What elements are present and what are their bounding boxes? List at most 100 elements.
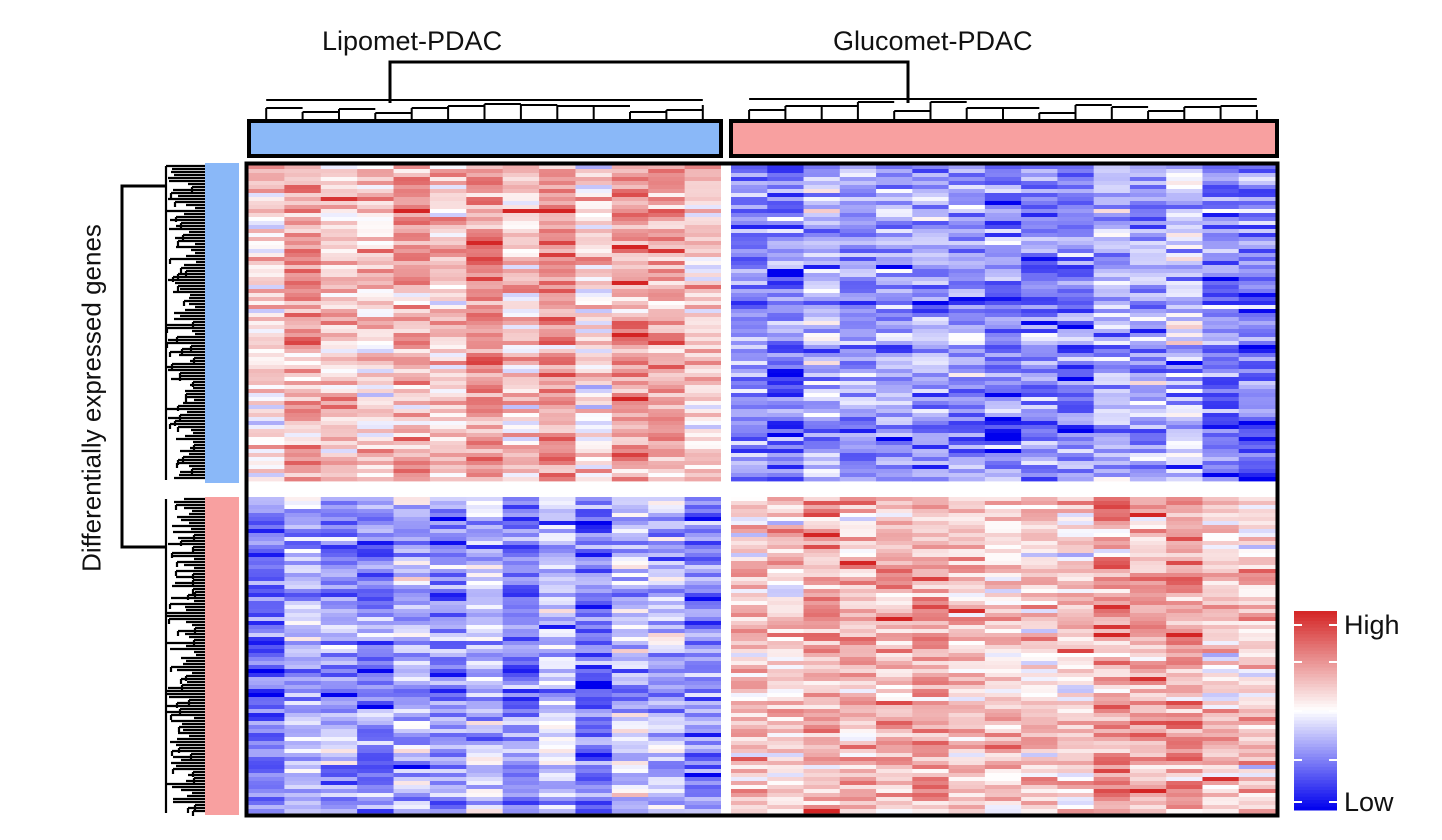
heatmap-cell xyxy=(1129,229,1167,234)
heatmap-cell xyxy=(648,661,686,666)
heatmap-cell xyxy=(1166,405,1204,410)
legend-gradient-step xyxy=(1294,664,1337,668)
heatmap-cell xyxy=(803,213,841,218)
heatmap-cell xyxy=(248,789,285,794)
heatmap-cell xyxy=(648,385,686,390)
heatmap-cell xyxy=(575,253,613,258)
heatmap-cell xyxy=(611,293,649,298)
legend-gradient-step xyxy=(1294,766,1337,771)
heatmap-cell xyxy=(1238,377,1276,382)
heatmap-cell xyxy=(948,393,986,398)
heatmap-cell xyxy=(1238,413,1276,418)
heatmap-cell xyxy=(1202,669,1240,674)
heatmap-cell xyxy=(466,177,504,182)
heatmap-cell xyxy=(1238,573,1276,578)
heatmap-cell xyxy=(684,461,722,466)
heatmap-cell xyxy=(575,337,613,342)
heatmap-cell xyxy=(393,281,431,286)
heatmap-cell xyxy=(1057,733,1095,738)
heatmap-cell xyxy=(839,693,877,698)
heatmap-cell xyxy=(803,325,841,330)
heatmap-cell xyxy=(1057,637,1095,642)
heatmap-cell xyxy=(912,393,950,398)
heatmap-cell xyxy=(1021,285,1058,290)
heatmap-cell xyxy=(1166,761,1204,766)
heatmap-cell xyxy=(575,197,613,202)
heatmap-cell xyxy=(684,473,722,478)
heatmap-cell xyxy=(803,685,841,690)
heatmap-cell xyxy=(248,389,285,394)
heatmap-cell xyxy=(575,593,613,598)
heatmap-cell xyxy=(731,589,768,594)
heatmap-cell xyxy=(1093,397,1131,402)
heatmap-cell xyxy=(1202,661,1240,666)
heatmap-cell xyxy=(1202,229,1240,234)
heatmap-cell xyxy=(357,265,395,270)
heatmap-cell xyxy=(1202,789,1240,794)
heatmap-cell xyxy=(684,361,722,366)
heatmap-cell xyxy=(1129,165,1167,170)
heatmap-cell xyxy=(648,733,686,738)
heatmap-cell xyxy=(731,465,768,470)
heatmap-cell xyxy=(611,389,649,394)
heatmap-cell xyxy=(1238,329,1276,334)
heatmap-cell xyxy=(1129,649,1167,654)
heatmap-cell xyxy=(357,669,395,674)
heatmap-cell xyxy=(839,225,877,230)
heatmap-cell xyxy=(284,165,322,170)
heatmap-cell xyxy=(539,297,577,302)
heatmap-cell xyxy=(539,557,577,562)
heatmap-cell xyxy=(1021,181,1058,186)
heatmap-cell xyxy=(912,169,950,174)
heatmap-cell xyxy=(611,249,649,254)
heatmap-cell xyxy=(767,673,805,678)
heatmap-cell xyxy=(731,281,768,286)
heatmap-cell xyxy=(429,353,467,358)
heatmap-cell xyxy=(357,281,395,286)
heatmap-cell xyxy=(466,305,504,310)
heatmap-cell xyxy=(684,309,722,314)
heatmap-cell xyxy=(429,257,467,262)
heatmap-cell xyxy=(539,389,577,394)
heatmap-cell xyxy=(320,449,358,454)
heatmap-cell xyxy=(575,701,613,706)
heatmap-cell xyxy=(575,801,613,806)
heatmap-cell xyxy=(684,345,722,350)
heatmap-cell xyxy=(575,441,613,446)
heatmap-cell xyxy=(393,465,431,470)
heatmap-cell xyxy=(1202,653,1240,658)
heatmap-cell xyxy=(984,709,1022,714)
heatmap-cell xyxy=(539,713,577,718)
heatmap-cell xyxy=(1021,401,1058,406)
legend-gradient-step xyxy=(1294,710,1337,715)
heatmap-cell xyxy=(539,513,577,518)
heatmap-cell xyxy=(648,693,686,698)
heatmap-cell xyxy=(1057,553,1095,558)
heatmap-cell xyxy=(248,213,285,218)
heatmap-cell xyxy=(1129,577,1167,582)
heatmap-cell xyxy=(1166,237,1204,242)
heatmap-cell xyxy=(248,569,285,574)
heatmap-cell xyxy=(912,209,950,214)
heatmap-cell xyxy=(912,741,950,746)
heatmap-cell xyxy=(912,445,950,450)
heatmap-cell xyxy=(357,637,395,642)
heatmap-cell xyxy=(284,769,322,774)
heatmap-cell xyxy=(912,293,950,298)
heatmap-cell xyxy=(320,469,358,474)
heatmap-cell xyxy=(611,209,649,214)
heatmap-cell xyxy=(803,357,841,362)
heatmap-cell xyxy=(1021,573,1058,578)
row-dendrogram-root xyxy=(120,184,166,549)
heatmap-cell xyxy=(648,249,686,254)
heatmap-cell xyxy=(731,421,768,426)
heatmap-cell xyxy=(839,245,877,250)
heatmap-cell xyxy=(320,757,358,762)
heatmap-cell xyxy=(248,657,285,662)
heatmap-cell xyxy=(1166,197,1204,202)
heatmap-cell xyxy=(767,553,805,558)
heatmap-cell xyxy=(575,585,613,590)
heatmap-cell xyxy=(1057,749,1095,754)
heatmap-cell xyxy=(320,209,358,214)
heatmap-cell xyxy=(684,601,722,606)
